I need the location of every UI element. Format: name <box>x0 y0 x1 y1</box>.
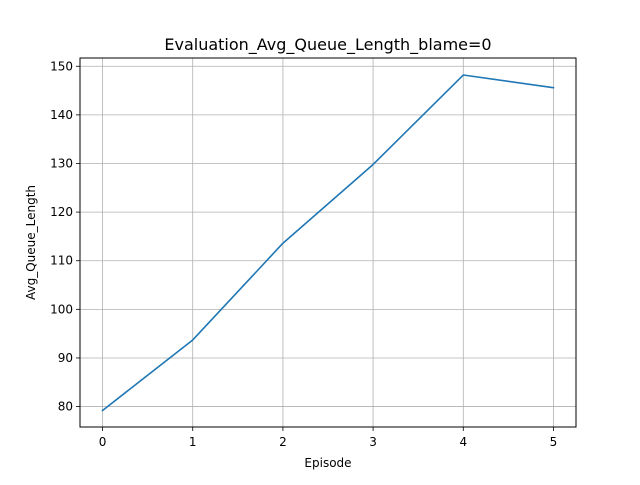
x-tick-label: 1 <box>189 435 197 449</box>
y-axis-label: Avg_Queue_Length <box>24 185 38 300</box>
y-tick-label: 100 <box>50 302 73 316</box>
x-axis-label: Episode <box>304 456 351 470</box>
x-tick-label: 5 <box>550 435 558 449</box>
y-tick-label: 130 <box>50 156 73 170</box>
axis-ticks: 0 1 2 3 4 5 80 90 100 110 120 130 140 150 <box>50 59 557 449</box>
plot-frame <box>79 57 577 428</box>
grid <box>80 58 576 427</box>
x-tick-label: 3 <box>369 435 377 449</box>
x-tick-label: 0 <box>99 435 107 449</box>
y-tick-label: 110 <box>50 254 73 268</box>
y-tick-label: 90 <box>58 351 73 365</box>
series-line <box>101 74 555 412</box>
y-tick-label: 80 <box>58 400 73 414</box>
y-tick-label: 120 <box>50 205 73 219</box>
x-tick-label: 4 <box>459 435 467 449</box>
x-tick-label: 2 <box>279 435 287 449</box>
y-tick-label: 140 <box>50 108 73 122</box>
series-layer <box>101 74 555 412</box>
chart-title: Evaluation_Avg_Queue_Length_blame=0 <box>164 35 491 55</box>
y-tick-label: 150 <box>50 59 73 73</box>
